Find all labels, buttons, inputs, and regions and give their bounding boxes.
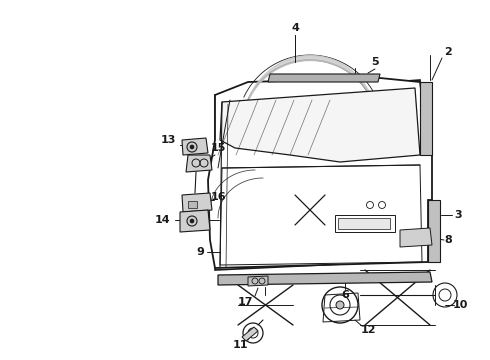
Polygon shape bbox=[208, 78, 432, 268]
Polygon shape bbox=[268, 74, 380, 82]
Text: 14: 14 bbox=[154, 215, 170, 225]
Text: 15: 15 bbox=[210, 143, 226, 153]
Polygon shape bbox=[400, 228, 432, 247]
Text: 8: 8 bbox=[444, 235, 452, 245]
Text: 17: 17 bbox=[237, 297, 253, 307]
Polygon shape bbox=[428, 200, 440, 262]
Polygon shape bbox=[182, 138, 208, 155]
Text: 3: 3 bbox=[454, 210, 462, 220]
Polygon shape bbox=[220, 88, 420, 162]
Polygon shape bbox=[248, 276, 268, 286]
Circle shape bbox=[190, 219, 194, 223]
Circle shape bbox=[336, 301, 344, 309]
Text: 13: 13 bbox=[160, 135, 176, 145]
Polygon shape bbox=[242, 327, 258, 341]
Polygon shape bbox=[215, 80, 428, 270]
Polygon shape bbox=[188, 201, 197, 208]
Text: 16: 16 bbox=[210, 192, 226, 202]
Polygon shape bbox=[338, 218, 390, 229]
Polygon shape bbox=[218, 272, 432, 285]
Polygon shape bbox=[182, 193, 212, 212]
Text: 6: 6 bbox=[341, 290, 349, 300]
Text: 11: 11 bbox=[232, 340, 248, 350]
Polygon shape bbox=[180, 210, 210, 232]
Text: 2: 2 bbox=[444, 47, 452, 57]
Text: 9: 9 bbox=[196, 247, 204, 257]
Polygon shape bbox=[420, 82, 432, 155]
Text: 12: 12 bbox=[360, 325, 376, 335]
Text: 5: 5 bbox=[371, 57, 379, 67]
Text: 4: 4 bbox=[291, 23, 299, 33]
Text: 10: 10 bbox=[452, 300, 467, 310]
Polygon shape bbox=[186, 155, 212, 172]
Circle shape bbox=[190, 145, 194, 149]
